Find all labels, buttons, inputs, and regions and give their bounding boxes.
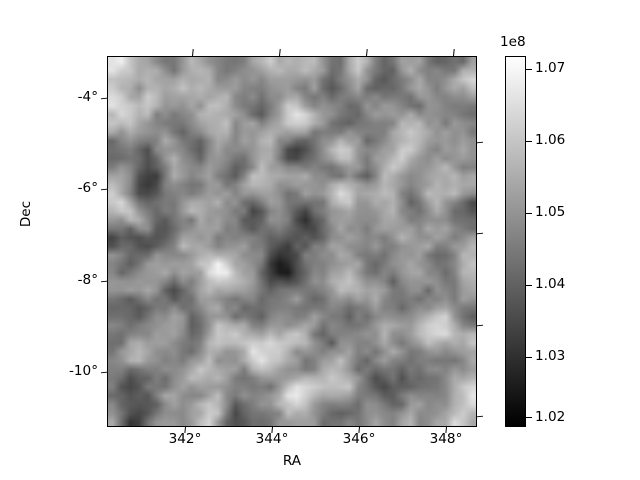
colorbar-axes (505, 56, 526, 427)
y-tick-label: -8° (77, 272, 98, 288)
x-tick-label: 346° (342, 431, 376, 447)
x-axis-label: RA (282, 453, 302, 469)
colorbar-tick (526, 213, 532, 215)
y-axis-tick-right (476, 141, 484, 144)
colorbar-tick (526, 357, 532, 359)
colorbar-tick (526, 69, 532, 71)
colorbar-gradient (506, 57, 525, 426)
x-tick-label: 344° (255, 431, 289, 447)
colorbar-tick-label: 1.05 (535, 204, 566, 220)
x-tick-label: 348° (429, 431, 463, 447)
y-axis-label: Dec (18, 200, 35, 228)
colorbar-offset-text: 1e8 (500, 34, 526, 50)
colorbar-tick-label: 1.07 (535, 60, 566, 76)
colorbar-tick-label: 1.02 (535, 409, 566, 425)
sky-map-image (108, 57, 476, 426)
x-tick-label: 342° (168, 431, 202, 447)
y-axis-tick-right (476, 232, 484, 235)
x-axis-tick-top (453, 48, 455, 57)
colorbar-tick-label: 1.04 (535, 276, 566, 292)
colorbar-tick (526, 417, 532, 419)
y-tick-label: -4° (77, 89, 98, 105)
x-axis-tick-top (279, 48, 281, 57)
y-tick-label: -6° (77, 180, 98, 196)
colorbar-tick (526, 141, 532, 143)
colorbar-tick-label: 1.06 (535, 132, 566, 148)
sky-map-axes (107, 56, 477, 427)
y-axis-tick-right (476, 324, 484, 327)
x-axis-tick-top (192, 48, 194, 57)
colorbar-tick-label: 1.03 (535, 348, 566, 364)
y-axis-tick-right (476, 415, 484, 418)
y-tick-label: -10° (69, 363, 98, 379)
x-axis-tick-top (366, 48, 368, 57)
colorbar-tick (526, 285, 532, 287)
